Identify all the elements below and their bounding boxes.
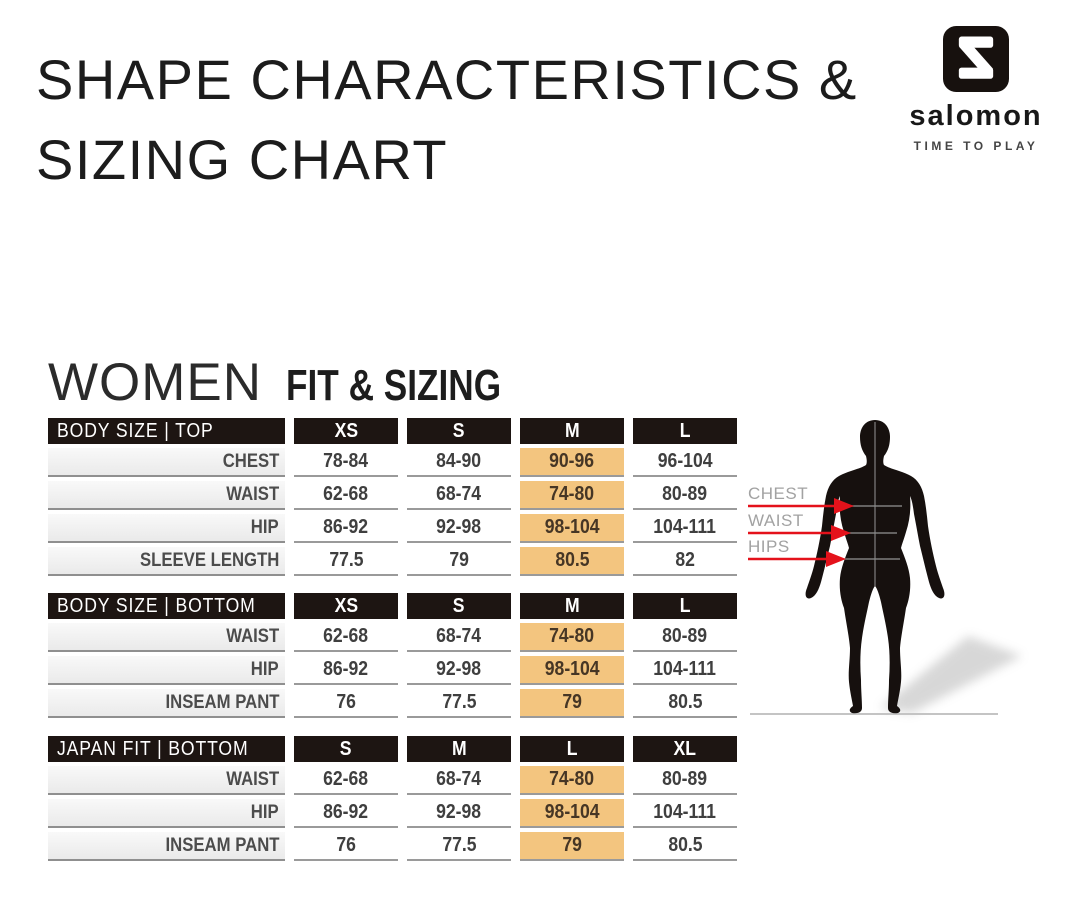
cell-hip-s: 92-98 (407, 656, 511, 685)
column-header-xl: XL (633, 736, 737, 762)
row-label-inseam-pant: INSEAM PANT (48, 689, 285, 718)
figure-label-waist: WAIST (748, 511, 804, 530)
section-heading: WOMEN FIT & SIZING (48, 352, 555, 413)
row-label-waist: WAIST (48, 481, 285, 510)
row-label-hip: HIP (48, 514, 285, 543)
cell-inseam-m: 79 (520, 689, 624, 718)
cell-hip-l: 104-111 (633, 656, 737, 685)
column-header-s: S (294, 736, 398, 762)
table-title-bar: BODY SIZE | TOP (48, 418, 285, 444)
body-measurement-figure: CHEST WAIST HIPS (740, 408, 1080, 728)
column-header-l: L (633, 418, 737, 444)
column-header-s: S (407, 418, 511, 444)
column-header-xs: XS (294, 418, 398, 444)
cell-hip-xs: 86-92 (294, 656, 398, 685)
cell-waist-l: 80-89 (633, 623, 737, 652)
cell-waist-m: 74-80 (520, 481, 624, 510)
table-body-size-top: BODY SIZE | TOP XS S M L CHEST 78-84 84-… (48, 418, 737, 576)
cell-chest-xs: 78-84 (294, 448, 398, 477)
cell-inseam-xs: 76 (294, 689, 398, 718)
row-label-waist: WAIST (48, 766, 285, 795)
column-header-s: S (407, 593, 511, 619)
page-title-line1: SHAPE CHARACTERISTICS & (36, 48, 858, 111)
salomon-s-icon (943, 26, 1009, 92)
cell-waist-xl: 80-89 (633, 766, 737, 795)
cell-waist-xs: 62-68 (294, 623, 398, 652)
brand-wordmark: salomon (909, 100, 1043, 132)
cell-sleeve-xs: 77.5 (294, 547, 398, 576)
cell-waist-m: 68-74 (407, 766, 511, 795)
hips-arrow (748, 551, 846, 567)
heading-fit-sizing: FIT & SIZING (286, 361, 502, 410)
cell-inseam-s: 77.5 (407, 689, 511, 718)
chest-arrow (748, 498, 854, 514)
column-header-m: M (520, 593, 624, 619)
cell-hip-s: 92-98 (407, 514, 511, 543)
cell-inseam-xl: 80.5 (633, 832, 737, 861)
row-label-hip: HIP (48, 656, 285, 685)
heading-women: WOMEN (48, 353, 263, 412)
cell-hip-s: 86-92 (294, 799, 398, 828)
cell-waist-m: 74-80 (520, 623, 624, 652)
cell-hip-m: 98-104 (520, 514, 624, 543)
figure-label-chest: CHEST (748, 484, 808, 503)
table-title-bar: BODY SIZE | BOTTOM (48, 593, 285, 619)
cell-chest-l: 96-104 (633, 448, 737, 477)
cell-sleeve-m: 80.5 (520, 547, 624, 576)
column-header-xs: XS (294, 593, 398, 619)
waist-arrow (748, 525, 851, 541)
cell-hip-xl: 104-111 (633, 799, 737, 828)
cell-sleeve-l: 82 (633, 547, 737, 576)
cell-chest-m: 90-96 (520, 448, 624, 477)
cell-hip-l: 104-111 (633, 514, 737, 543)
column-header-m: M (520, 418, 624, 444)
cell-waist-xs: 62-68 (294, 481, 398, 510)
column-header-l: L (520, 736, 624, 762)
salomon-logo: salomon TIME TO PLAY (893, 26, 1059, 153)
table-japan-fit-bottom: JAPAN FIT | BOTTOM S M L XL WAIST 62-68 … (48, 736, 737, 861)
cell-inseam-l: 79 (520, 832, 624, 861)
figure-label-hips: HIPS (748, 537, 790, 556)
row-label-chest: CHEST (48, 448, 285, 477)
row-label-waist: WAIST (48, 623, 285, 652)
cell-hip-m: 92-98 (407, 799, 511, 828)
cell-waist-l: 80-89 (633, 481, 737, 510)
cell-waist-s: 68-74 (407, 481, 511, 510)
female-silhouette-diagram: CHEST WAIST HIPS (748, 420, 1022, 715)
row-label-inseam-pant: INSEAM PANT (48, 832, 285, 861)
figure-shadow (880, 636, 1022, 713)
cell-inseam-m: 77.5 (407, 832, 511, 861)
cell-chest-s: 84-90 (407, 448, 511, 477)
table-title-bar: JAPAN FIT | BOTTOM (48, 736, 285, 762)
cell-sleeve-s: 79 (407, 547, 511, 576)
brand-tagline: TIME TO PLAY (913, 139, 1039, 153)
column-header-l: L (633, 593, 737, 619)
column-header-m: M (407, 736, 511, 762)
row-label-hip: HIP (48, 799, 285, 828)
cell-hip-xs: 86-92 (294, 514, 398, 543)
page-title: SHAPE CHARACTERISTICS & SIZING CHART (36, 40, 858, 200)
cell-inseam-s: 76 (294, 832, 398, 861)
cell-hip-m: 98-104 (520, 656, 624, 685)
cell-waist-s: 68-74 (407, 623, 511, 652)
cell-hip-l: 98-104 (520, 799, 624, 828)
row-label-sleeve-length: SLEEVE LENGTH (48, 547, 285, 576)
cell-inseam-l: 80.5 (633, 689, 737, 718)
cell-waist-s: 62-68 (294, 766, 398, 795)
page-title-line2: SIZING CHART (36, 128, 449, 191)
table-body-size-bottom: BODY SIZE | BOTTOM XS S M L WAIST 62-68 … (48, 593, 737, 718)
cell-waist-l: 74-80 (520, 766, 624, 795)
